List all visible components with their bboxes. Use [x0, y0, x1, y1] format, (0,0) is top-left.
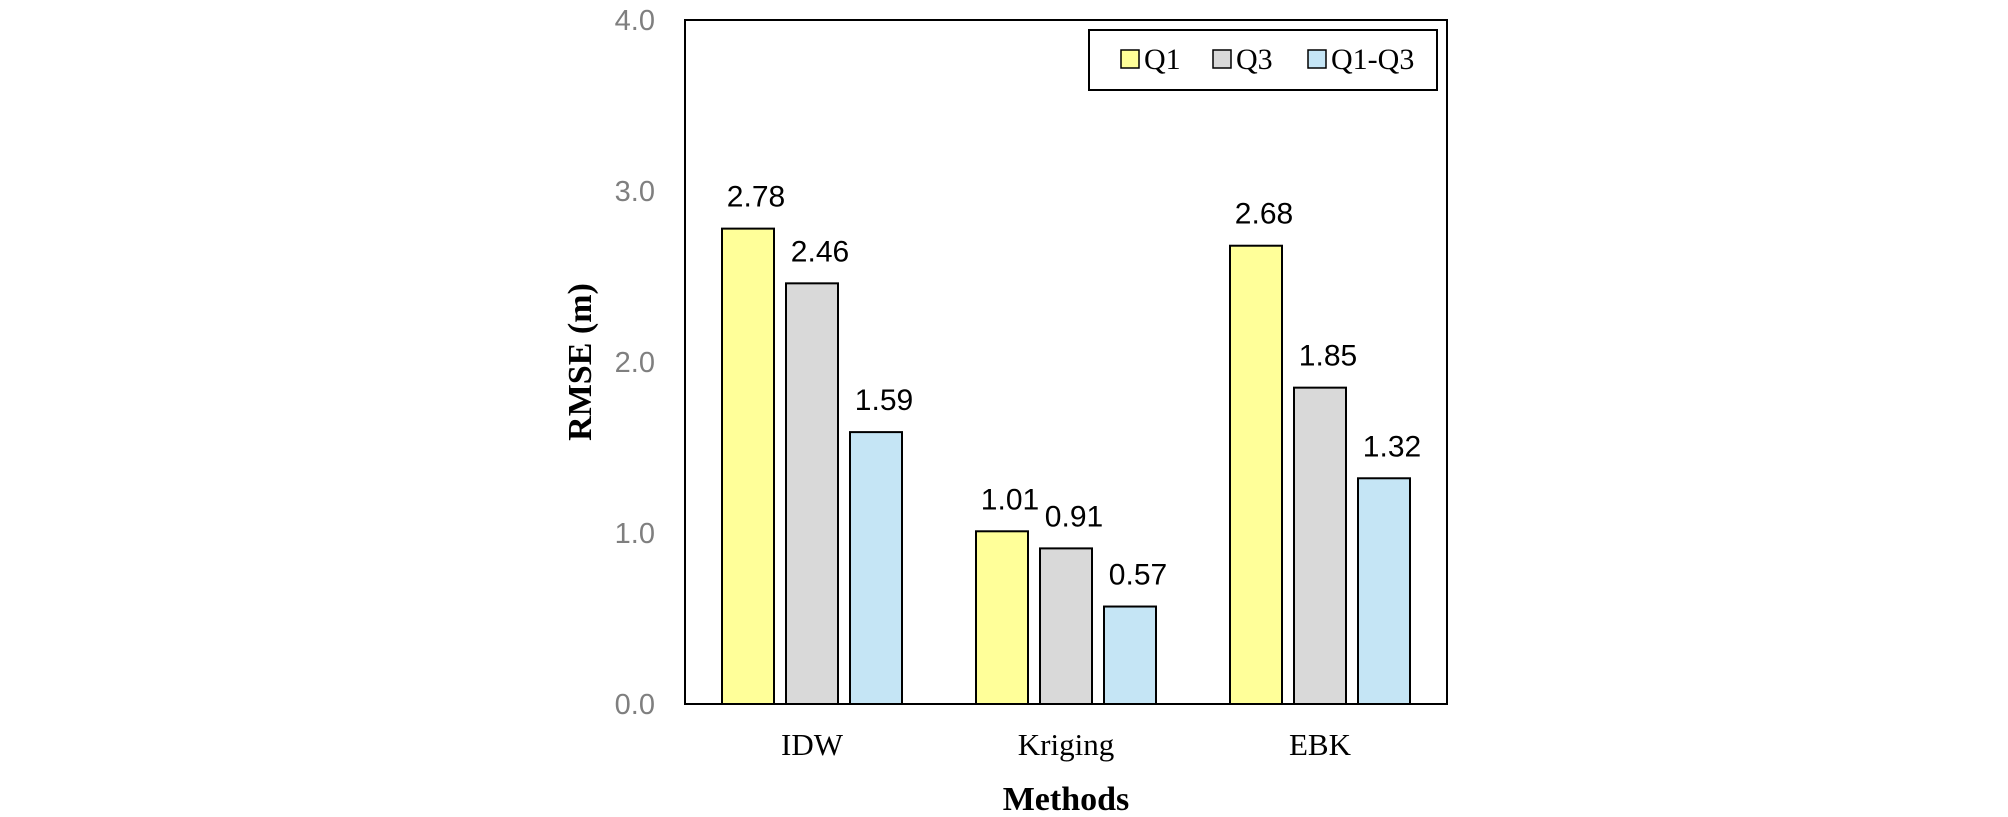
data-label: 1.85: [1299, 340, 1357, 373]
bar-q3-kriging: [1039, 547, 1093, 706]
legend-swatch-q3: [1212, 49, 1232, 69]
x-category-label: EBK: [1289, 727, 1352, 762]
legend-swatch-q1-q3: [1307, 49, 1327, 69]
y-tick-label: 3.0: [615, 176, 655, 208]
bar-q1-ebk: [1229, 244, 1283, 705]
bar-q3-ebk: [1293, 386, 1347, 705]
data-label: 1.32: [1363, 430, 1421, 463]
data-labels-group: 2.782.46 1.59 1.010.910.57 2.68 1.85 1.32: [727, 181, 1421, 592]
x-category-label: IDW: [781, 727, 844, 762]
bar-series-group: [721, 227, 1411, 706]
data-label: 1.01: [981, 483, 1039, 516]
legend-swatch-q1: [1120, 49, 1140, 69]
y-axis-ticks: 0.0 1.0 2.0 3.0 4.0: [615, 5, 655, 721]
y-tick-label: 1.0: [615, 518, 655, 550]
x-category-label: Kriging: [1018, 727, 1114, 762]
data-label: 1.59: [855, 384, 913, 417]
legend-label: Q3: [1236, 43, 1273, 76]
bar-q1-q3-ebk: [1357, 477, 1411, 705]
bar-q1-q3-kriging: [1103, 605, 1157, 706]
data-label: 0.91: [1045, 500, 1103, 533]
data-label: 2.78: [727, 181, 785, 214]
legend: Q1 Q3 Q1-Q3: [1088, 29, 1438, 91]
bar-q1-kriging: [975, 530, 1029, 705]
bar-q1-idw: [721, 227, 775, 705]
data-label: 2.68: [1235, 198, 1293, 231]
x-axis-title: Methods: [1003, 781, 1130, 817]
y-tick-label: 2.0: [615, 347, 655, 379]
data-label: 0.57: [1109, 559, 1167, 592]
data-label: 2.46: [791, 235, 849, 268]
legend-label: Q1: [1144, 43, 1181, 76]
x-axis-categories: IDW Kriging EBK: [781, 727, 1352, 762]
y-tick-label: 4.0: [615, 5, 655, 37]
bar-q3-idw: [785, 282, 839, 705]
legend-label: Q1-Q3: [1331, 43, 1414, 76]
y-tick-label: 0.0: [615, 689, 655, 721]
bar-q1-q3-idw: [849, 431, 903, 705]
y-axis-title: RMSE (m): [562, 283, 599, 441]
legend-frame: [1088, 29, 1438, 91]
